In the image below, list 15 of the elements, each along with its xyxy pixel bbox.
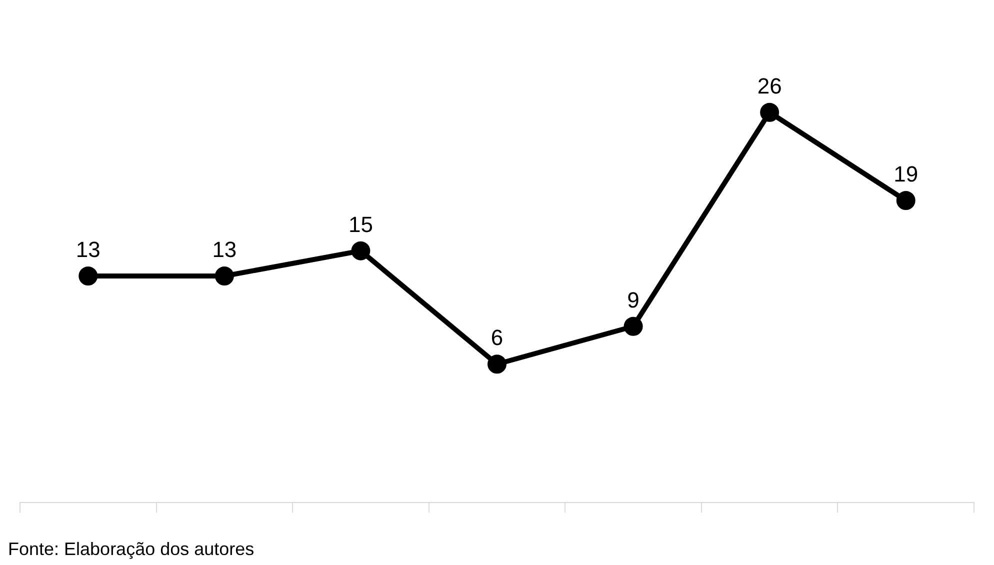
data-label: 13 <box>76 237 100 262</box>
source-note: Fonte: Elaboração dos autores <box>8 539 256 560</box>
data-label: 9 <box>627 287 640 312</box>
data-label: 15 <box>348 212 373 237</box>
point <box>214 266 234 286</box>
data-label: 13 <box>212 237 237 262</box>
data-label: 26 <box>757 73 782 98</box>
point <box>78 266 98 286</box>
point <box>351 241 370 260</box>
data-label: 19 <box>894 162 918 187</box>
point <box>896 190 916 210</box>
point <box>488 354 506 374</box>
point <box>624 316 643 336</box>
data-label: 6 <box>490 325 504 350</box>
point <box>760 102 780 122</box>
